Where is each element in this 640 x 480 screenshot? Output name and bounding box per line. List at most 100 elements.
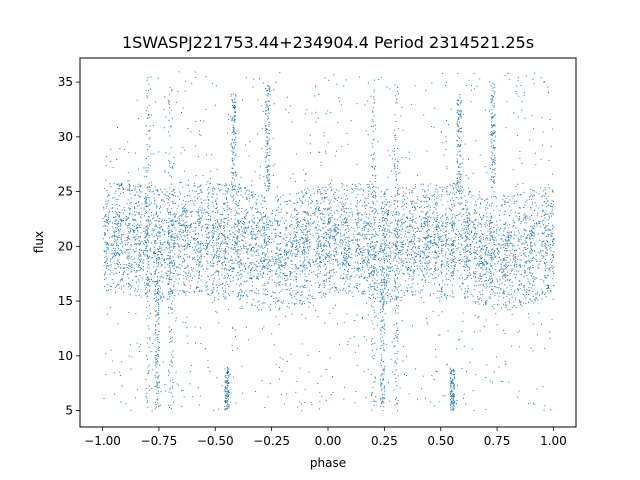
data-point xyxy=(290,216,292,218)
data-point xyxy=(397,296,399,298)
data-point xyxy=(382,214,384,216)
data-point xyxy=(522,219,524,221)
data-point xyxy=(191,190,193,192)
data-point xyxy=(317,192,319,194)
data-point xyxy=(334,191,336,193)
data-point xyxy=(146,292,148,294)
data-point xyxy=(286,244,288,246)
data-point xyxy=(452,272,454,274)
data-point xyxy=(458,190,459,192)
data-point xyxy=(206,240,208,242)
data-point xyxy=(512,285,514,287)
data-point xyxy=(159,277,161,279)
data-point xyxy=(519,299,521,301)
data-point xyxy=(445,213,447,215)
data-point xyxy=(368,259,370,261)
data-point xyxy=(529,230,531,232)
data-point xyxy=(130,229,132,231)
data-point xyxy=(503,213,505,215)
data-point xyxy=(319,239,321,241)
data-point xyxy=(160,247,162,249)
data-point xyxy=(232,259,234,261)
data-point xyxy=(214,200,216,202)
data-point xyxy=(413,273,415,275)
data-point xyxy=(440,290,442,292)
data-point xyxy=(103,262,105,263)
data-point xyxy=(179,256,181,257)
data-point xyxy=(441,252,443,254)
data-point xyxy=(548,229,550,231)
data-point xyxy=(319,210,321,211)
data-point xyxy=(153,230,155,232)
data-point xyxy=(451,243,453,245)
data-point xyxy=(154,203,156,205)
data-point xyxy=(546,288,548,290)
data-point xyxy=(465,266,467,268)
data-point xyxy=(382,202,384,204)
data-point xyxy=(419,266,421,268)
data-point xyxy=(295,278,297,280)
data-point xyxy=(225,190,226,192)
data-point xyxy=(345,254,347,256)
data-point xyxy=(370,223,372,225)
data-point xyxy=(286,252,288,254)
data-point xyxy=(317,206,319,208)
data-point xyxy=(295,298,297,300)
data-point xyxy=(345,241,347,243)
data-point xyxy=(132,224,134,226)
data-point xyxy=(389,248,391,250)
data-point xyxy=(440,199,442,201)
data-point xyxy=(297,214,299,216)
data-point xyxy=(439,186,441,188)
data-point xyxy=(324,231,326,233)
data-point xyxy=(441,186,443,188)
data-point xyxy=(324,222,326,224)
data-point xyxy=(451,252,453,254)
data-point xyxy=(258,308,260,310)
data-point xyxy=(513,259,515,261)
data-point xyxy=(428,197,430,199)
data-point xyxy=(151,191,153,193)
data-point xyxy=(223,218,225,220)
data-point xyxy=(418,238,420,239)
data-point xyxy=(454,193,456,195)
data-point xyxy=(351,253,353,255)
data-point xyxy=(261,269,263,271)
data-point xyxy=(112,252,114,254)
data-point xyxy=(527,268,529,270)
data-point xyxy=(285,201,287,203)
data-point xyxy=(524,217,526,219)
data-point xyxy=(186,225,188,227)
data-point xyxy=(504,304,506,306)
data-point xyxy=(251,191,253,193)
data-point xyxy=(267,244,269,246)
data-point xyxy=(130,197,132,199)
data-point xyxy=(245,268,247,270)
data-point xyxy=(250,263,252,265)
data-point xyxy=(143,250,145,252)
data-point xyxy=(373,296,375,298)
data-point xyxy=(493,196,495,198)
data-point xyxy=(280,243,282,244)
data-point xyxy=(489,253,491,255)
data-point xyxy=(238,295,239,297)
data-point xyxy=(328,218,330,220)
data-point xyxy=(264,234,266,236)
data-point xyxy=(543,256,545,258)
data-point xyxy=(192,238,194,240)
data-point xyxy=(446,263,448,265)
data-point xyxy=(337,244,339,246)
data-point xyxy=(387,211,389,213)
data-point xyxy=(317,244,318,246)
data-point xyxy=(476,232,478,234)
data-point xyxy=(146,225,148,227)
data-point xyxy=(292,243,294,245)
data-point xyxy=(422,226,424,227)
data-point xyxy=(519,259,521,261)
data-point xyxy=(501,204,503,206)
data-point xyxy=(251,208,253,210)
data-point xyxy=(501,268,503,270)
data-point xyxy=(373,222,375,224)
data-point xyxy=(526,222,528,224)
data-point xyxy=(220,222,222,224)
